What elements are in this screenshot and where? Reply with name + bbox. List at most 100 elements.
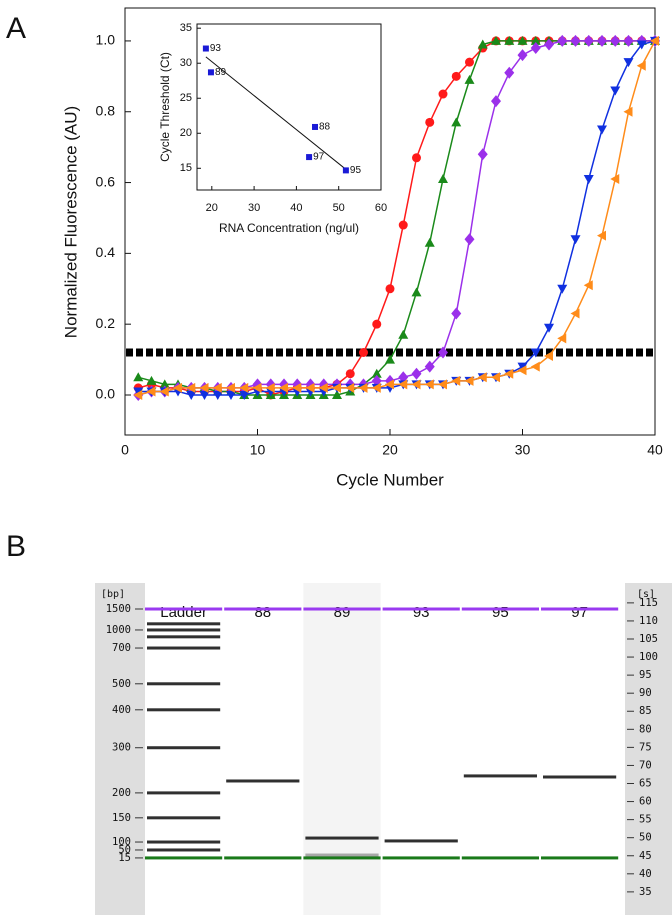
band xyxy=(147,791,221,795)
upper-marker-band xyxy=(145,607,223,611)
data-point xyxy=(557,333,567,344)
data-point xyxy=(477,148,488,161)
band xyxy=(305,853,379,857)
y-tick-label: 100 xyxy=(112,836,131,848)
panel-label: A xyxy=(6,12,26,45)
data-point xyxy=(306,154,313,161)
x-tick-label: 60 xyxy=(375,202,387,214)
x-tick-label: 40 xyxy=(647,442,663,458)
y-tick-label: 25 xyxy=(180,92,192,104)
y-tick-label: 50 xyxy=(118,844,131,856)
data-point xyxy=(133,372,144,382)
y-tick-label: 0.4 xyxy=(96,244,116,260)
data-point xyxy=(146,375,157,385)
inset-y-title: Cycle Threshold (Ct) xyxy=(158,52,172,162)
x-tick-label: 30 xyxy=(515,442,531,458)
y-tick-label: 0.6 xyxy=(96,173,116,189)
data-point xyxy=(438,174,448,184)
data-point xyxy=(207,69,214,76)
data-point xyxy=(186,390,197,400)
gel-lane xyxy=(382,583,460,915)
data-point xyxy=(570,308,580,319)
y-tick-label: 20 xyxy=(180,127,192,139)
data-point xyxy=(159,379,170,389)
x-tick-label: 20 xyxy=(206,202,218,214)
x-axis-title: Cycle Number xyxy=(336,470,444,489)
y2-tick-label: 105 xyxy=(639,633,658,645)
data-point xyxy=(318,382,328,393)
data-point xyxy=(557,34,568,47)
inset-x-title: RNA Concentration (ng/ul) xyxy=(219,221,359,235)
y-tick-label: 15 xyxy=(180,162,192,174)
data-point xyxy=(491,35,501,45)
data-point xyxy=(544,323,554,333)
data-point xyxy=(411,379,421,390)
band xyxy=(147,848,221,852)
x-tick-label: 0 xyxy=(121,442,129,458)
lower-marker-band xyxy=(224,856,302,860)
band xyxy=(147,635,221,639)
data-point xyxy=(385,379,394,390)
data-point xyxy=(385,354,395,364)
data-point xyxy=(464,74,475,84)
gel-right-strip xyxy=(625,583,672,915)
lane-label: 93 xyxy=(413,604,430,621)
data-point xyxy=(199,382,209,393)
band xyxy=(147,622,221,626)
gel-right-title: [s] xyxy=(637,589,655,600)
band xyxy=(147,708,221,712)
data-point xyxy=(252,382,262,393)
data-point xyxy=(438,379,447,390)
lower-marker-band xyxy=(145,856,223,860)
data-point xyxy=(424,379,434,390)
data-point xyxy=(146,386,156,397)
data-point xyxy=(398,379,408,390)
data-point xyxy=(491,372,500,383)
data-point xyxy=(451,117,462,127)
y-tick-label: 15 xyxy=(118,852,131,864)
x-tick-label: 30 xyxy=(248,202,260,214)
y-axis-title: Normalized Fluorescence (AU) xyxy=(61,106,80,338)
lane-label: 88 xyxy=(254,604,271,621)
data-point xyxy=(345,369,355,379)
data-point xyxy=(465,57,474,67)
data-point xyxy=(530,361,540,372)
y2-tick-label: 95 xyxy=(639,669,652,681)
y-tick-label: 700 xyxy=(112,642,131,654)
y-tick-label: 500 xyxy=(112,678,131,690)
data-point xyxy=(477,372,487,383)
data-point xyxy=(597,230,606,241)
data-point xyxy=(636,60,646,71)
data-point xyxy=(517,365,527,376)
data-point xyxy=(544,351,553,362)
lower-marker-band xyxy=(461,856,539,860)
y-tick-label: 35 xyxy=(180,22,192,34)
lower-marker-band xyxy=(303,856,381,860)
data-point xyxy=(398,329,409,339)
data-point xyxy=(597,125,607,135)
data-point xyxy=(411,367,422,380)
band xyxy=(147,746,221,750)
lane-label: 95 xyxy=(492,604,509,621)
upper-marker-band xyxy=(461,607,539,611)
band xyxy=(147,682,221,686)
x-tick-label: 20 xyxy=(382,442,398,458)
y-tick-label: 1.0 xyxy=(96,32,116,48)
data-point xyxy=(279,382,288,393)
y2-tick-label: 110 xyxy=(639,615,658,627)
y-tick-label: 300 xyxy=(112,742,131,754)
band xyxy=(147,646,221,650)
y2-tick-label: 80 xyxy=(639,723,652,735)
data-point xyxy=(530,35,541,45)
data-point xyxy=(583,280,593,291)
y2-tick-label: 45 xyxy=(639,850,652,862)
data-point xyxy=(610,174,620,185)
lane-label: 97 xyxy=(571,604,588,621)
data-point xyxy=(212,382,222,393)
y-tick-label: 150 xyxy=(112,812,131,824)
y2-tick-label: 100 xyxy=(639,651,658,663)
data-point xyxy=(372,319,382,329)
data-point xyxy=(451,71,461,81)
data-point xyxy=(199,390,210,400)
